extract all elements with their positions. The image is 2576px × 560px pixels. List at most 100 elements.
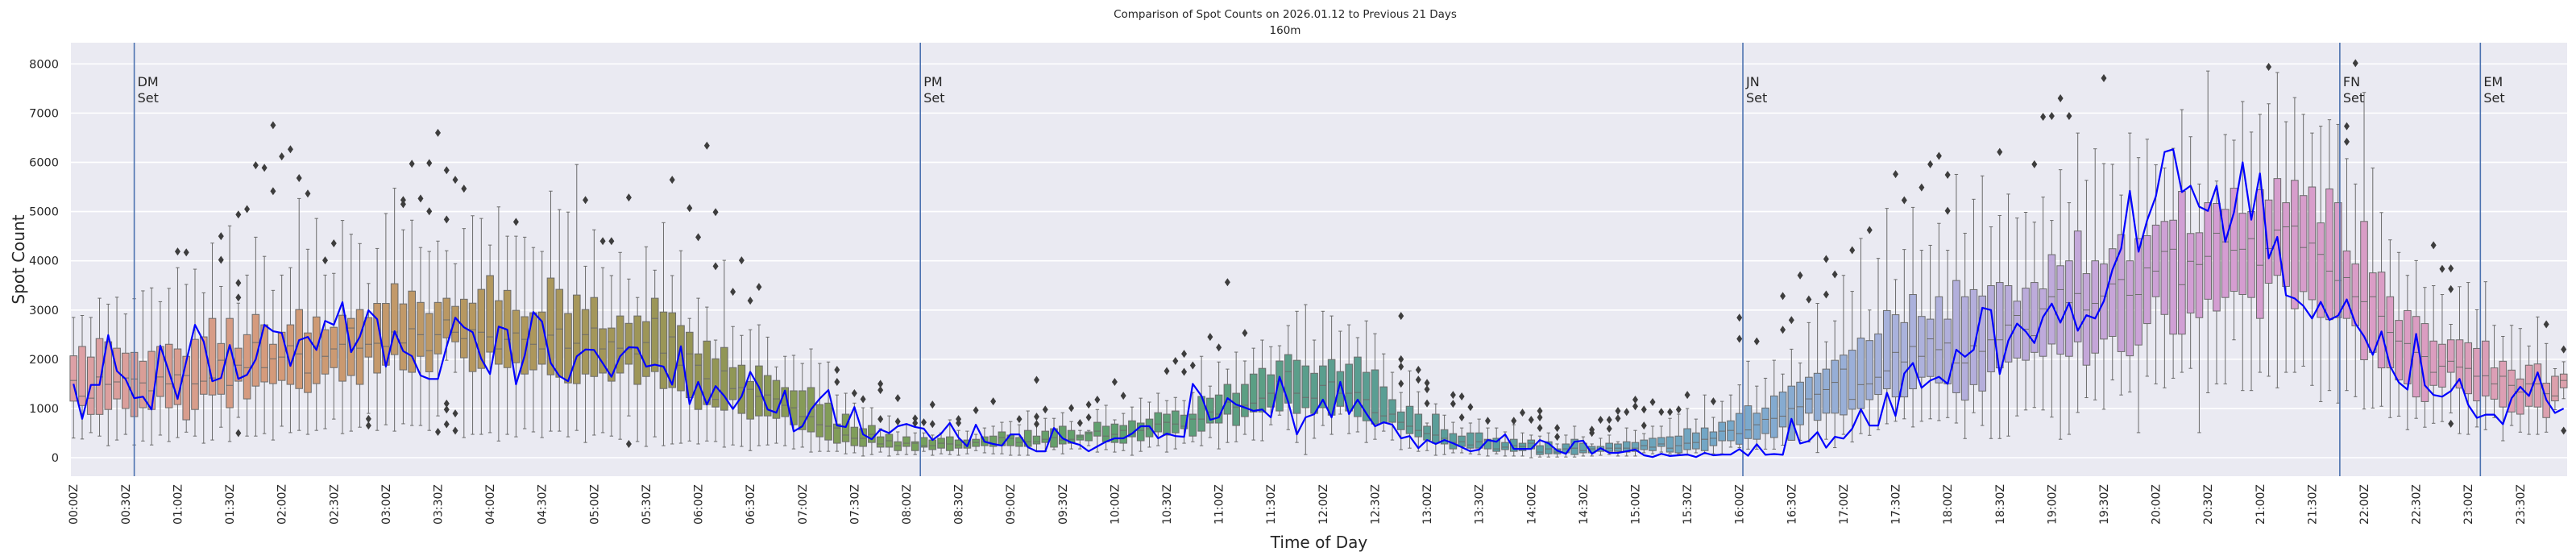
box-iqr bbox=[1475, 432, 1483, 449]
box-iqr bbox=[1163, 413, 1171, 436]
box-iqr bbox=[1536, 445, 1544, 455]
box-22:00Z bbox=[2360, 92, 2368, 410]
box-iqr bbox=[2213, 202, 2221, 312]
outlier-16:25Z bbox=[1780, 326, 1786, 334]
box-iqr bbox=[399, 303, 408, 371]
box-iqr bbox=[1865, 340, 1874, 400]
box-iqr bbox=[624, 322, 633, 365]
box-iqr bbox=[2022, 288, 2030, 361]
box-21:35Z bbox=[2317, 126, 2325, 402]
outlier-15:00Z bbox=[1632, 395, 1638, 404]
box-00:55Z bbox=[164, 288, 173, 442]
outlier-22:50Z bbox=[2448, 284, 2454, 293]
box-07:50Z bbox=[885, 415, 894, 457]
box-09:50Z bbox=[1093, 409, 1101, 453]
outlier-11:05Z bbox=[1224, 278, 1230, 287]
outlier-21:55Z bbox=[2352, 59, 2358, 68]
box-iqr bbox=[2559, 373, 2568, 388]
box-05:05Z bbox=[599, 267, 607, 433]
box-05:15Z bbox=[616, 251, 624, 440]
outlier-points bbox=[174, 59, 2567, 448]
box-iqr bbox=[1848, 350, 1856, 410]
outlier-05:55Z bbox=[687, 204, 693, 213]
outlier-15:25Z bbox=[1675, 405, 1682, 414]
box-iqr bbox=[659, 311, 668, 389]
box-12:40Z bbox=[1388, 371, 1396, 441]
box-iqr bbox=[433, 301, 442, 355]
outlier-01:00Z bbox=[174, 247, 180, 256]
outlier-14:40Z bbox=[1597, 416, 1603, 425]
chart-title: Comparison of Spot Counts on 2026.01.12 … bbox=[1114, 8, 1457, 21]
outlier-14:05Z bbox=[1537, 424, 1543, 433]
outlier-09:05Z bbox=[1016, 415, 1023, 424]
box-01:55Z bbox=[269, 289, 277, 441]
box-iqr bbox=[1232, 392, 1240, 426]
box-17:50Z bbox=[1926, 244, 1935, 420]
box-05:55Z bbox=[685, 317, 694, 442]
box-iqr bbox=[1769, 395, 1778, 438]
box-iqr bbox=[2282, 202, 2290, 287]
box-iqr bbox=[338, 314, 346, 382]
box-04:05Z bbox=[495, 206, 503, 442]
box-18:05Z bbox=[1952, 173, 1960, 424]
outlier-02:15Z bbox=[305, 189, 311, 198]
box-iqr bbox=[1891, 314, 1900, 398]
box-19:20Z bbox=[2082, 180, 2091, 399]
box-23:25Z bbox=[2508, 325, 2516, 426]
x-tick-label: 15:00Z bbox=[1629, 484, 1642, 525]
box-iqr bbox=[1015, 437, 1023, 447]
box-19:25Z bbox=[2091, 148, 2100, 400]
box-iqr bbox=[2368, 272, 2377, 353]
outlier-10:40Z bbox=[1181, 367, 1188, 376]
box-iqr bbox=[850, 426, 859, 446]
box-06:35Z bbox=[755, 324, 763, 446]
outlier-07:45Z bbox=[877, 415, 884, 424]
outlier-17:50Z bbox=[1927, 160, 1934, 168]
box-iqr bbox=[1249, 373, 1258, 413]
box-17:55Z bbox=[1935, 222, 1943, 421]
box-20:15Z bbox=[2178, 109, 2186, 373]
outlier-05:20Z bbox=[625, 193, 632, 202]
box-iqr bbox=[1423, 425, 1431, 441]
box-iqr bbox=[139, 360, 147, 409]
box-03:30Z bbox=[433, 240, 442, 417]
box-iqr bbox=[746, 380, 754, 420]
box-iqr bbox=[1900, 321, 1909, 398]
box-13:25Z bbox=[1466, 422, 1475, 454]
outlier-15:10Z bbox=[1649, 398, 1656, 407]
x-tick-label: 18:00Z bbox=[1942, 484, 1955, 525]
box-iqr bbox=[1110, 423, 1119, 443]
box-05:45Z bbox=[668, 275, 677, 445]
outlier-10:55Z bbox=[1207, 333, 1213, 342]
box-iqr bbox=[1518, 442, 1527, 451]
x-tick-label: 17:00Z bbox=[1838, 484, 1851, 525]
box-iqr bbox=[572, 294, 581, 384]
box-09:05Z bbox=[1015, 424, 1023, 456]
box-20:55Z bbox=[2247, 131, 2255, 392]
box-10:05Z bbox=[1119, 413, 1127, 451]
box-iqr bbox=[1822, 368, 1831, 414]
outlier-14:45Z bbox=[1606, 416, 1612, 425]
box-16:45Z bbox=[1813, 303, 1822, 454]
outlier-16:25Z bbox=[1780, 292, 1786, 301]
box-iqr bbox=[1735, 413, 1744, 445]
outlier-21:50Z bbox=[2343, 122, 2350, 131]
box-iqr bbox=[1396, 411, 1405, 430]
box-iqr bbox=[616, 315, 624, 374]
outlier-18:50Z bbox=[2031, 160, 2038, 168]
box-01:25Z bbox=[217, 285, 226, 428]
outlier-05:10Z bbox=[608, 237, 615, 246]
outlier-14:55Z bbox=[1624, 408, 1630, 417]
event-label: DM bbox=[138, 74, 159, 89]
box-iqr bbox=[546, 277, 555, 375]
outlier-03:40Z bbox=[452, 409, 458, 418]
box-09:40Z bbox=[1076, 429, 1085, 450]
x-tick-label: 19:00Z bbox=[2046, 484, 2059, 525]
box-iqr bbox=[1787, 385, 1796, 441]
outlier-19:30Z bbox=[2101, 73, 2107, 82]
event-label: Set bbox=[923, 90, 944, 106]
box-20:30Z bbox=[2204, 70, 2212, 393]
box-02:55Z bbox=[373, 247, 381, 431]
y-axis-ticks: 0 1000 2000 3000 4000 5000 6000 7000 8000 bbox=[29, 58, 59, 465]
